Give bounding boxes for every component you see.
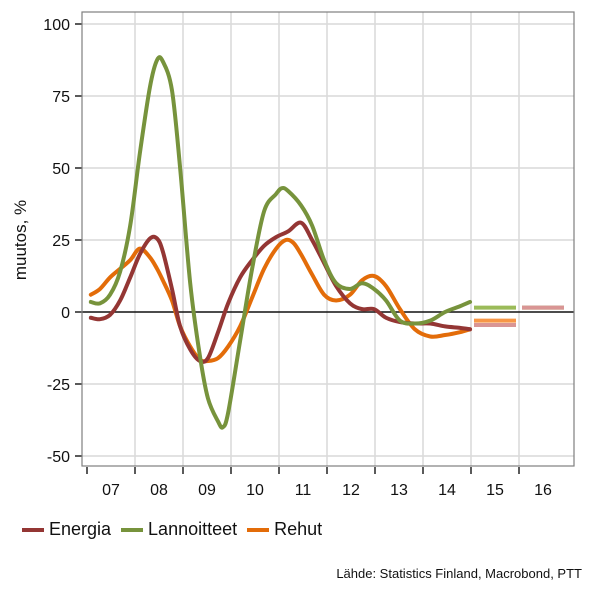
legend-item-rehut: Rehut [247, 519, 322, 540]
plot-frame [81, 11, 575, 467]
legend-swatch-energia [22, 527, 44, 532]
y-axis: 100 75 50 25 0 -25 -50 [43, 17, 82, 466]
forecast-bars [474, 305, 564, 327]
x-tick-label: 10 [246, 482, 264, 499]
x-tick-label: 12 [342, 482, 360, 499]
series-line-rehut [88, 237, 473, 364]
y-tick-label: 100 [43, 17, 70, 34]
x-tick-label: 11 [295, 482, 312, 499]
x-axis: 07 08 09 10 11 12 13 14 15 16 [86, 467, 552, 499]
y-tick-label: 0 [61, 305, 70, 322]
legend-item-lannoitteet: Lannoitteet [121, 519, 237, 540]
legend: Energia Lannoitteet Rehut [22, 519, 332, 540]
x-tick-label: 09 [198, 482, 216, 499]
series-lines [88, 55, 473, 430]
y-tick-label: -25 [47, 377, 70, 394]
x-tick-label: 15 [486, 482, 504, 499]
source-note: Lähde: Statistics Finland, Macrobond, PT… [336, 566, 582, 581]
x-tick-label: 16 [534, 482, 552, 499]
x-tick-label: 14 [438, 482, 456, 499]
y-tick-label: -50 [47, 449, 70, 466]
y-tick-label: 25 [52, 233, 70, 250]
legend-swatch-lannoitteet [121, 527, 144, 532]
series-line-lannoitteet [88, 55, 473, 430]
legend-label-rehut: Rehut [274, 519, 323, 539]
y-axis-label: muutos, % [11, 200, 30, 280]
legend-label-energia: Energia [49, 519, 112, 539]
grid [82, 12, 574, 466]
legend-label-lannoitteet: Lannoitteet [148, 519, 238, 539]
legend-swatch-rehut [247, 527, 270, 532]
x-tick-label: 08 [150, 482, 168, 499]
y-tick-label: 50 [52, 161, 70, 178]
x-tick-label: 13 [390, 482, 408, 499]
y-tick-label: 75 [52, 89, 70, 106]
legend-item-energia: Energia [22, 519, 111, 540]
x-tick-label: 07 [102, 482, 120, 499]
